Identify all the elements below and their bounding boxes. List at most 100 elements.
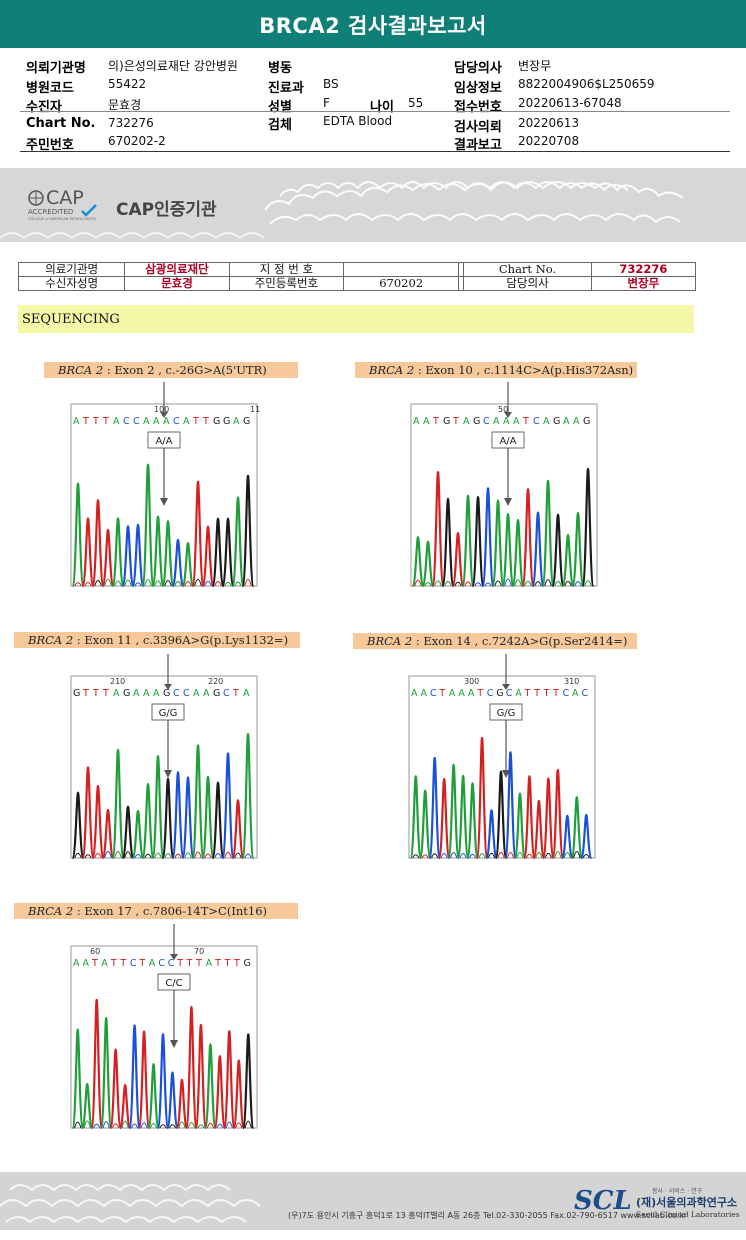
scl-logo: SCL: [574, 1186, 632, 1216]
base-letter: G: [163, 688, 170, 699]
base-letter: T: [233, 958, 240, 969]
table-cell: 지 정 번 호: [228, 262, 345, 277]
trace-noise: [506, 851, 515, 859]
tick-label: 100: [154, 405, 169, 414]
tick-label: 310: [564, 677, 579, 686]
base-letter: T: [432, 416, 439, 427]
trace-peak: [523, 775, 536, 860]
trace-noise: [534, 581, 542, 587]
arrow-icon: [504, 498, 512, 506]
trace-peak: [431, 470, 445, 588]
trace-noise: [582, 853, 590, 859]
variant-desc: : Exon 14 , c.7242A>G(p.Ser2414=): [415, 634, 628, 648]
trace-peak: [241, 733, 255, 860]
trace-noise: [174, 580, 182, 587]
arrow-icon: [164, 684, 172, 690]
trace-peak: [471, 495, 485, 588]
scl-slogan: 봉사 · 서비스 · 연구: [652, 1188, 703, 1195]
cap-band: CAP ACCREDITED COLLEGE of AMERICAN PATHO…: [0, 168, 746, 242]
base-letter: T: [138, 958, 145, 969]
base-letter: A: [113, 416, 120, 427]
trace-noise: [178, 1121, 186, 1129]
base-letter: A: [73, 416, 80, 427]
base-letter: C: [563, 688, 570, 699]
trace-noise: [474, 582, 482, 587]
base-letter: T: [119, 958, 126, 969]
trace-noise: [140, 1122, 148, 1129]
trace-peak: [161, 520, 175, 588]
base-letter: A: [493, 416, 500, 427]
info-value: 20220708: [518, 134, 580, 148]
trace-noise: [121, 1120, 129, 1129]
trace-noise: [244, 853, 252, 859]
chromatogram: 100 11A T T T A C C A A A C A T T G G A GA/A: [70, 382, 260, 588]
base-letter: C: [173, 688, 180, 699]
info-value: 55: [408, 96, 424, 110]
genotype-label: A/A: [499, 436, 516, 447]
base-letter: T: [92, 688, 99, 699]
trace-noise: [484, 582, 492, 587]
base-letter: G: [553, 416, 560, 427]
trace-peak: [121, 805, 135, 860]
table-row: 수신자성명 문효경 주민등록번호 670202 담당의사 변장무: [17, 276, 697, 291]
arrow-icon: [502, 684, 510, 690]
trace-noise: [573, 850, 581, 859]
base-letter: C: [173, 416, 180, 427]
variant-desc: : Exon 11 , c.3396A>G(p.Lys1132=): [76, 633, 289, 647]
sequencing-title: SEQUENCING: [22, 312, 120, 327]
genotype-label: G/G: [497, 708, 516, 719]
trace-peak: [541, 479, 555, 588]
info-label: 결과보고: [454, 138, 502, 153]
title-bar: BRCA2 검사결과보고서: [0, 0, 746, 48]
trace-noise: [93, 1123, 101, 1129]
trace-peak: [475, 736, 489, 860]
base-letter: T: [102, 416, 109, 427]
base-letter: G: [223, 416, 230, 427]
info-label: 검체: [268, 118, 292, 133]
trace-noise: [74, 1121, 82, 1129]
gene-name: BRCA 2: [58, 363, 104, 377]
trace-noise: [225, 1121, 233, 1129]
arrow-icon: [170, 954, 178, 960]
trace-peak: [194, 1023, 208, 1130]
gene-name: BRCA 2: [369, 363, 415, 377]
genotype-label: A/A: [155, 436, 172, 447]
trace-peak: [513, 792, 527, 860]
base-letter: T: [522, 416, 529, 427]
base-letter: C: [133, 416, 140, 427]
trace-peak: [118, 1083, 132, 1130]
table-cell: 670202: [343, 276, 460, 291]
info-value: 732276: [108, 116, 154, 130]
trace-peak: [418, 789, 432, 860]
trace-noise: [74, 852, 82, 859]
trace-noise: [434, 580, 442, 587]
info-label: 검사의뢰: [454, 120, 502, 135]
base-letter: T: [543, 688, 550, 699]
trace-noise: [424, 582, 432, 587]
base-letter: A: [101, 958, 108, 969]
base-letter: A: [515, 688, 522, 699]
variant-label: BRCA 2 : Exon 11 , c.3396A>G(p.Lys1132=): [14, 632, 300, 648]
arrow-icon: [164, 770, 172, 778]
trace-peak: [221, 752, 235, 860]
trace-noise: [554, 580, 562, 587]
trace-peak: [521, 488, 535, 588]
trace-noise: [197, 1124, 205, 1129]
base-letter: A: [468, 688, 475, 699]
trace-noise: [544, 579, 552, 587]
cloud-pattern: [0, 1184, 261, 1224]
base-letter: A: [463, 416, 470, 427]
base-letter: A: [206, 958, 213, 969]
base-letter: T: [438, 688, 445, 699]
trace-noise: [84, 854, 92, 859]
trace-peak: [175, 1078, 189, 1130]
trace-peak: [213, 1055, 227, 1130]
trace-peak: [181, 776, 195, 860]
base-letter: A: [153, 688, 160, 699]
trace-peak: [151, 515, 165, 588]
tick-label: 300: [464, 677, 479, 686]
trace-peak: [231, 496, 245, 588]
info-label: Chart No.: [26, 116, 96, 131]
info-value: 문효경: [108, 98, 142, 112]
trace-noise: [94, 852, 102, 859]
